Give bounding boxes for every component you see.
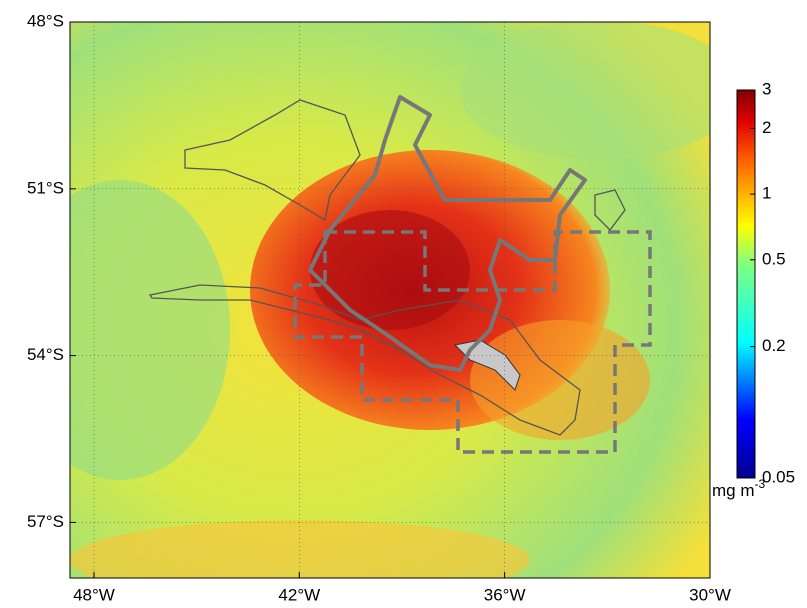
colorbar-tick-label: 2 xyxy=(762,118,771,137)
unit-base: mg m xyxy=(712,481,755,500)
colorbar-tick-label: 0.05 xyxy=(762,467,795,486)
colorbar-tick-label: 1 xyxy=(762,184,771,203)
x-tick-label: 42°W xyxy=(278,585,320,604)
y-tick-label: 51°S xyxy=(27,178,64,197)
colorbar-tick-label: 3 xyxy=(762,79,771,98)
y-tick-label: 48°S xyxy=(27,11,64,30)
x-tick-label: 30°W xyxy=(689,585,731,604)
y-tick-label: 57°S xyxy=(27,512,64,531)
colorbar-tick-label: 0.5 xyxy=(762,249,786,268)
colorbar xyxy=(737,90,755,478)
map-figure: mg m-3 48°W 42°W 36°W 30°W 48°S 51°S 54°S 57°S 3… xyxy=(0,0,807,608)
x-tick-label: 48°W xyxy=(73,585,115,604)
colorbar-tick-label: 0.2 xyxy=(762,336,786,355)
map-area xyxy=(10,20,740,600)
y-tick-label: 54°S xyxy=(27,345,64,364)
x-tick-label: 36°W xyxy=(484,585,526,604)
colorbar-unit: mg m-3 xyxy=(712,477,765,500)
